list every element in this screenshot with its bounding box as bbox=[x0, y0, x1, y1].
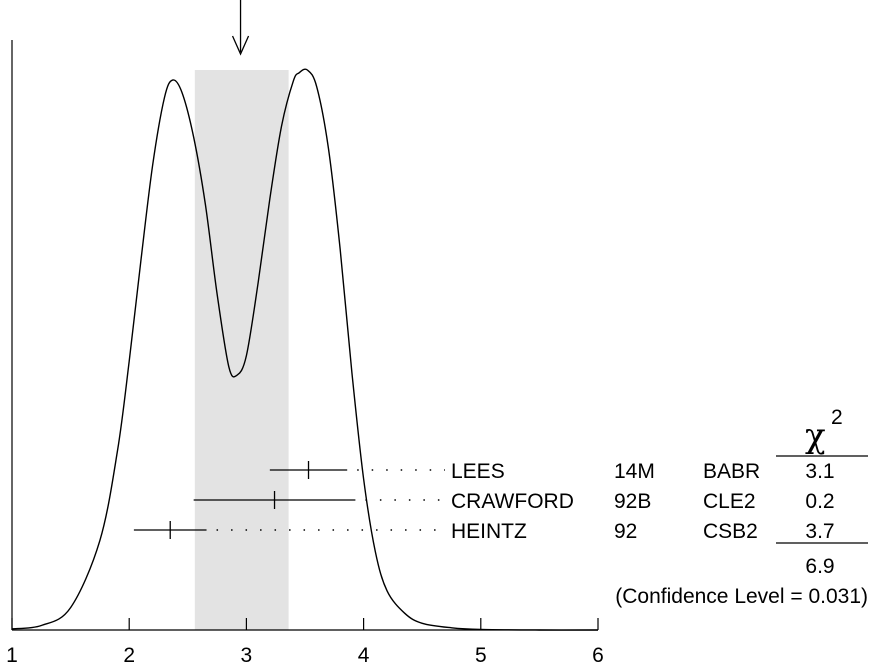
measurement-experiment: BABR bbox=[703, 460, 760, 483]
confidence-level: (Confidence Level = 0.031) bbox=[615, 585, 868, 608]
x-tick-label: 3 bbox=[241, 644, 253, 667]
measurement-year: 92B bbox=[614, 490, 651, 513]
measurement-experiment: CSB2 bbox=[703, 520, 758, 543]
measurement-experiment: CLE2 bbox=[703, 490, 756, 513]
average-arrow bbox=[231, 0, 250, 56]
measurement-chi2: 3.7 bbox=[805, 520, 834, 543]
measurements: LEES 14M BABR 3.1 CRAWFORD 92B CLE2 0.2 HEINTZ 92… bbox=[133, 460, 835, 543]
measurement-row: HEINTZ 92 CSB2 3.7 bbox=[133, 520, 835, 543]
x-axis: 1 2 3 4 5 6 bbox=[6, 40, 604, 667]
measurement-chi2: 3.1 bbox=[805, 460, 834, 483]
chi2-superscript: 2 bbox=[831, 406, 843, 429]
average-arrow-head bbox=[231, 35, 250, 56]
measurement-year: 92 bbox=[614, 520, 637, 543]
chi2-table: χ 2 6.9 (Confidence Level = 0.031) bbox=[615, 406, 868, 608]
x-tick-label: 2 bbox=[123, 644, 135, 667]
measurement-name: LEES bbox=[451, 460, 505, 483]
curve-layer bbox=[11, 68, 599, 631]
x-tick-label: 1 bbox=[6, 644, 18, 667]
measurement-name: CRAWFORD bbox=[451, 490, 574, 513]
x-tick-label: 5 bbox=[475, 644, 487, 667]
ideogram-curve bbox=[11, 68, 599, 631]
measurement-row: CRAWFORD 92B CLE2 0.2 bbox=[193, 490, 835, 513]
error-band bbox=[194, 70, 289, 630]
measurement-year: 14M bbox=[614, 460, 655, 483]
chi2-symbol: χ bbox=[805, 416, 826, 456]
measurement-chi2: 0.2 bbox=[805, 490, 834, 513]
measurement-row: LEES 14M BABR 3.1 bbox=[269, 460, 835, 483]
x-tick-label: 6 bbox=[592, 644, 604, 667]
measurement-name: HEINTZ bbox=[451, 520, 527, 543]
chi2-total: 6.9 bbox=[805, 555, 834, 578]
x-tick-label: 4 bbox=[358, 644, 370, 667]
